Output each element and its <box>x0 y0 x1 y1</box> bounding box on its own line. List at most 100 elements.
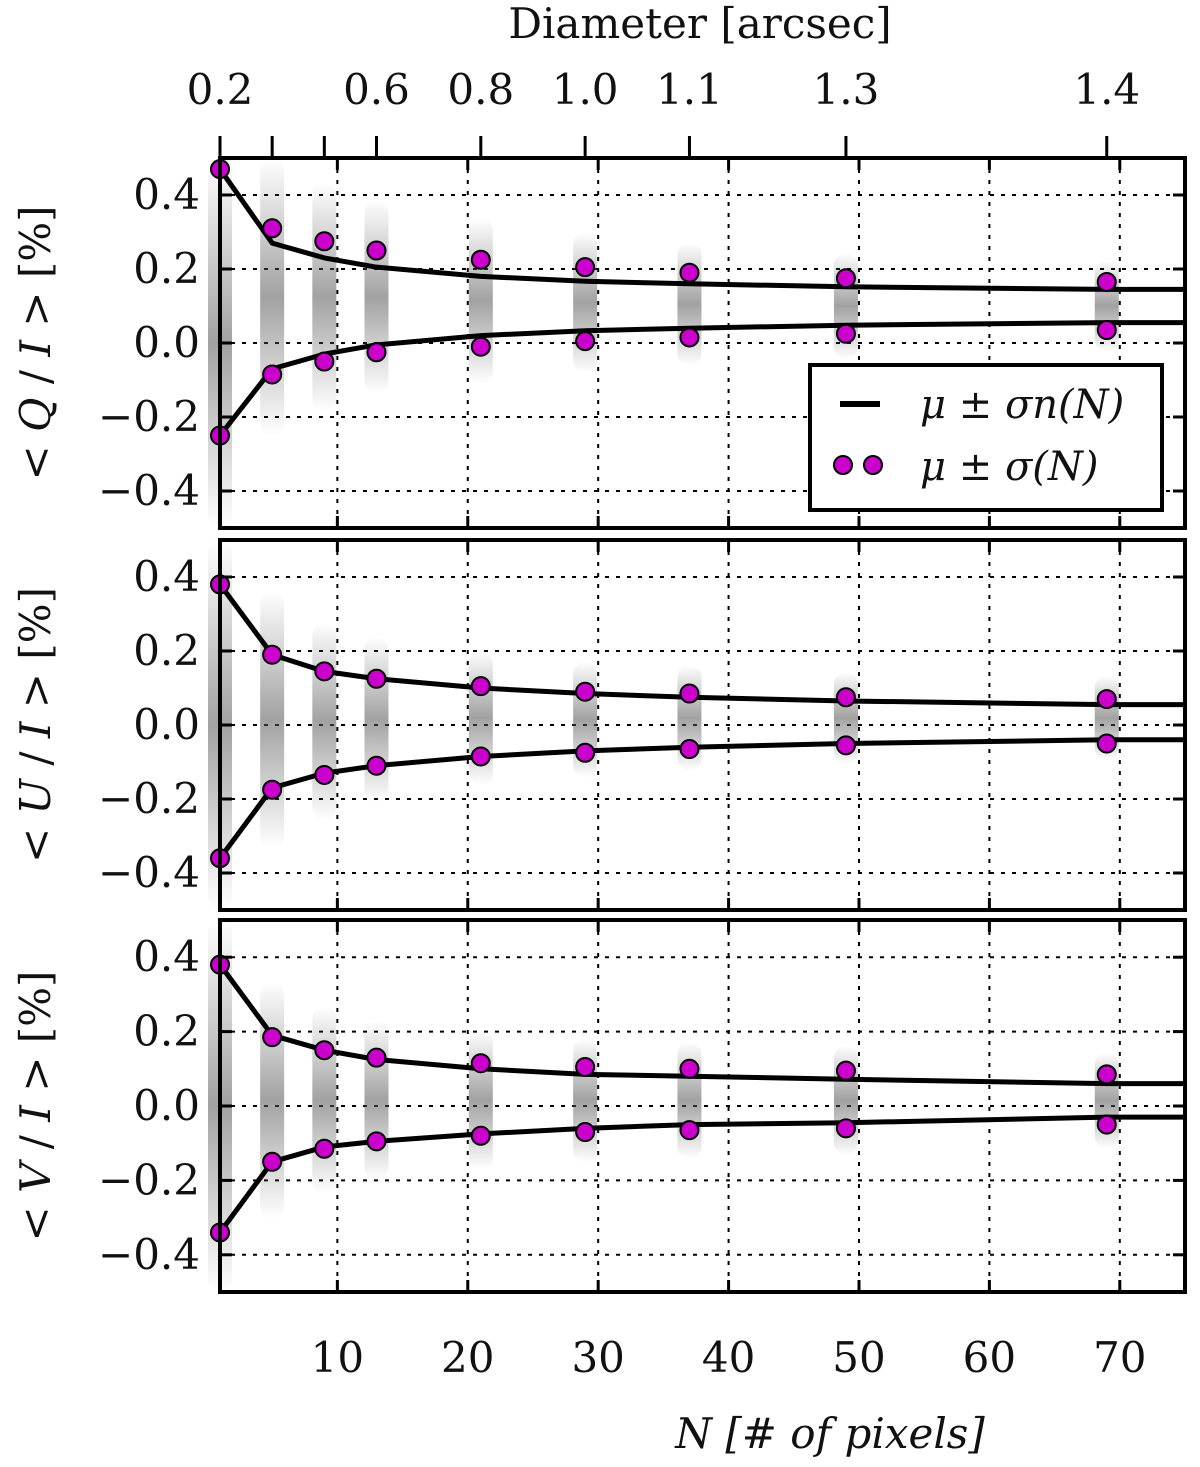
scatter-cloud <box>573 232 598 373</box>
series-point-sigma-upper <box>1096 1064 1117 1085</box>
top-axis-tick-label: 1.1 <box>656 65 723 114</box>
series-point-sigma-lower <box>470 336 491 357</box>
series-point-sigma-lower <box>366 755 387 776</box>
scatter-cloud <box>364 1020 389 1180</box>
series-point-sigma-lower <box>679 739 700 760</box>
legend-box <box>808 363 1164 512</box>
series-line-sigma-n-upper <box>217 167 1185 292</box>
top-axis-title: Diameter [arcsec] <box>508 0 891 48</box>
x-tick-label: 30 <box>571 1333 624 1382</box>
x-axis-title: N [# of pixels] <box>674 1409 985 1458</box>
series-point-sigma-upper <box>366 240 387 261</box>
y-tick-label: 0.0 <box>133 318 200 367</box>
series-point-sigma-lower <box>575 1122 596 1143</box>
series-line-sigma-n-lower <box>217 1114 1185 1234</box>
legend-dot-marker-2 <box>863 455 883 475</box>
scatter-cloud <box>260 591 285 849</box>
series-point-sigma-upper <box>314 1040 335 1061</box>
series-point-sigma-lower <box>835 1118 856 1139</box>
panel-3: −0.4 −0.2 0.0 0.2 0.4 < V / I > [%] <box>11 918 1187 1294</box>
y-tick-label: −0.2 <box>98 774 200 823</box>
series-point-sigma-upper <box>679 1058 700 1079</box>
panel-2: −0.4 −0.2 0.0 0.2 0.4 < U / I > [%] <box>11 538 1187 912</box>
y-tick-label: −0.4 <box>98 466 200 515</box>
top-axis-tick-label: 0.6 <box>343 65 410 114</box>
series-point-sigma-upper <box>835 268 856 289</box>
series-line-sigma-n-lower <box>218 320 1185 438</box>
legend-label-sigma: μ ± σ(N) <box>920 444 1098 490</box>
series-point-sigma-upper <box>366 668 387 689</box>
series-point-sigma-upper <box>366 1047 387 1068</box>
series-point-sigma-lower <box>575 742 596 763</box>
top-axis-tick-label: 0.8 <box>447 65 514 114</box>
series-point-sigma-upper <box>262 644 283 665</box>
series-point-sigma-upper <box>470 249 491 270</box>
x-tick-label: 40 <box>702 1333 755 1382</box>
y-tick-label: −0.4 <box>98 1230 200 1279</box>
series-point-sigma-lower <box>1096 1114 1117 1135</box>
series-point-sigma-upper <box>262 218 283 239</box>
scatter-cloud <box>468 218 493 384</box>
y-tick-label: 0.2 <box>133 1007 200 1056</box>
series-point-sigma-lower <box>314 764 335 785</box>
series-line-sigma-n-upper <box>217 582 1185 708</box>
y-tick-label: 0.2 <box>133 244 200 293</box>
series-point-sigma-upper <box>575 257 596 278</box>
y-tick-label: −0.4 <box>98 848 200 897</box>
y-axis-title: < U / I > [%] <box>11 587 60 863</box>
series-point-sigma-upper <box>835 1060 856 1081</box>
series-point-sigma-lower <box>314 1138 335 1159</box>
scatter-cloud <box>260 981 285 1219</box>
series-point-sigma-upper <box>314 231 335 252</box>
x-tick-label: 60 <box>963 1333 1016 1382</box>
y-tick-label: −0.2 <box>98 1155 200 1204</box>
series-point-sigma-upper <box>679 683 700 704</box>
series-point-sigma-upper <box>470 1053 491 1074</box>
legend: μ ± σn(N) μ ± σ(N) <box>808 363 1164 512</box>
series-point-sigma-upper <box>835 687 856 708</box>
y-axis-title: < V / I > [%] <box>11 971 60 1242</box>
scatter-cloud <box>260 158 285 437</box>
series-point-sigma-upper <box>262 1027 283 1048</box>
series-line-sigma-n-upper <box>217 963 1185 1087</box>
y-tick-label: 0.2 <box>133 626 200 675</box>
y-axis-title: < Q / I > [%] <box>11 205 60 480</box>
top-axis-tick-label: 1.4 <box>1073 65 1140 114</box>
y-tick-label: 0.0 <box>133 700 200 749</box>
series-point-sigma-lower <box>262 1151 283 1172</box>
series-point-sigma-lower <box>470 1125 491 1146</box>
panels-layer: −0.4 −0.2 0.0 0.2 0.4 < Q / I > [%] −0.4 −0.2 0.… <box>11 65 1187 1382</box>
series-point-sigma-lower <box>835 735 856 756</box>
scatter-cloud <box>364 200 389 394</box>
series-point-sigma-upper <box>314 661 335 682</box>
top-axis-tick-label: 1.0 <box>552 65 619 114</box>
legend-label-sigma-n: μ ± σn(N) <box>920 382 1124 428</box>
series-point-sigma-upper <box>1096 689 1117 710</box>
series-point-sigma-lower <box>835 323 856 344</box>
y-tick-label: 0.0 <box>133 1081 200 1130</box>
series-point-sigma-lower <box>366 342 387 363</box>
top-axis-tick-label: 0.2 <box>187 65 254 114</box>
y-tick-label: 0.4 <box>133 170 200 219</box>
series-point-sigma-lower <box>470 746 491 767</box>
series-point-sigma-lower <box>314 351 335 372</box>
series-point-sigma-lower <box>679 1120 700 1141</box>
series-point-sigma-upper <box>575 681 596 702</box>
panel-1: −0.4 −0.2 0.0 0.2 0.4 < Q / I > [%] <box>11 156 1187 530</box>
scatter-cloud <box>364 637 389 803</box>
series-line-sigma-n-lower <box>217 737 1185 860</box>
x-tick-label: 10 <box>311 1333 364 1382</box>
y-tick-label: 0.4 <box>133 932 200 981</box>
series-point-sigma-lower <box>262 364 283 385</box>
series-point-sigma-upper <box>679 262 700 283</box>
scatter-cloud <box>468 1031 493 1170</box>
series-point-sigma-upper <box>470 676 491 697</box>
x-tick-label: 50 <box>832 1333 885 1382</box>
x-tick-label: 70 <box>1093 1333 1146 1382</box>
series-point-sigma-lower <box>575 331 596 352</box>
scatter-cloud <box>312 1006 337 1194</box>
legend-dot-marker-1 <box>833 455 853 475</box>
y-tick-label: −0.2 <box>98 392 200 441</box>
series-point-sigma-lower <box>1096 320 1117 341</box>
